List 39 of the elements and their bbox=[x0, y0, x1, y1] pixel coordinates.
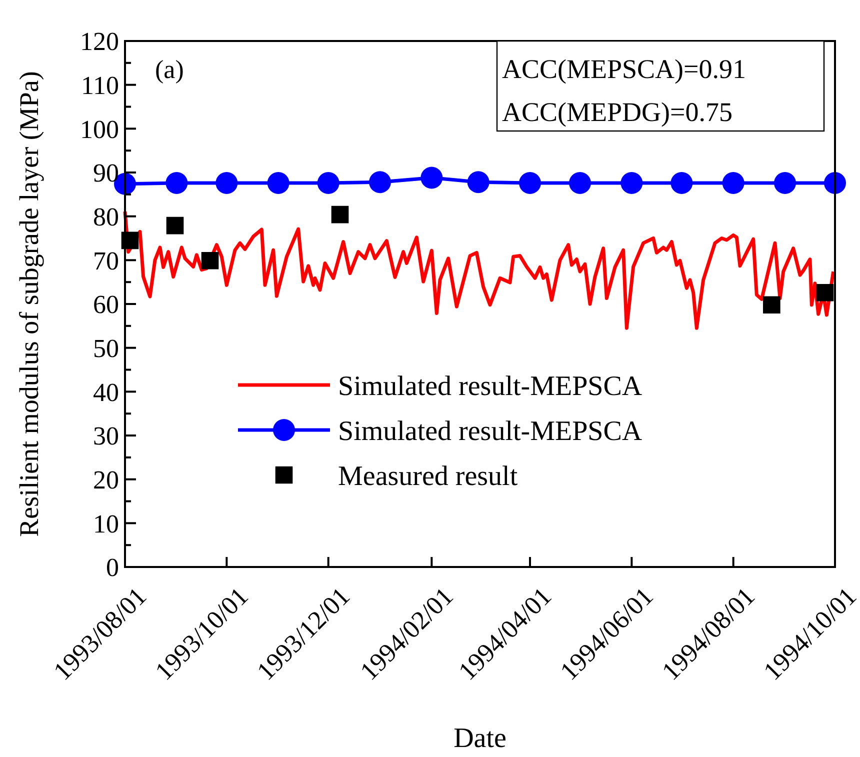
y-tick-label: 80 bbox=[93, 202, 119, 232]
y-tick-label: 90 bbox=[93, 158, 119, 188]
y-tick-label: 10 bbox=[93, 509, 119, 538]
point bbox=[166, 216, 184, 234]
point bbox=[201, 252, 219, 270]
annotation: ACC(MEPSCA)=0.91 bbox=[502, 54, 746, 84]
y-tick-label: 30 bbox=[93, 422, 119, 451]
point bbox=[620, 172, 643, 194]
y-axis-title: Resilient modulus of subgrade layer (MPa) bbox=[14, 71, 44, 537]
point bbox=[369, 171, 391, 194]
y-tick-label: 70 bbox=[93, 246, 119, 276]
point bbox=[519, 172, 541, 194]
point bbox=[216, 172, 238, 194]
legend-label: Simulated result-MEPSCA bbox=[338, 416, 643, 447]
point bbox=[722, 172, 744, 194]
point bbox=[267, 172, 290, 194]
y-tick-label: 110 bbox=[80, 70, 119, 100]
legend-label: Simulated result-MEPSCA bbox=[338, 370, 643, 402]
y-tick-label: 20 bbox=[93, 465, 119, 494]
y-tick-label: 40 bbox=[93, 378, 119, 407]
annotation: ACC(MEPDG)=0.75 bbox=[502, 97, 732, 127]
point bbox=[774, 172, 796, 194]
point bbox=[569, 172, 591, 194]
y-tick-label: 60 bbox=[93, 290, 119, 320]
point bbox=[467, 171, 490, 194]
y-tick-label: 120 bbox=[80, 27, 119, 56]
point bbox=[670, 172, 693, 194]
y-tick-label: 100 bbox=[80, 114, 119, 144]
y-tick-label: 50 bbox=[93, 334, 119, 363]
legend-label: Measured result bbox=[338, 460, 518, 492]
annotation: (a) bbox=[155, 55, 184, 84]
point bbox=[816, 284, 834, 302]
point bbox=[763, 296, 780, 314]
y-tick-label: 0 bbox=[106, 553, 119, 582]
point bbox=[331, 206, 349, 224]
x-axis-title: Date bbox=[454, 723, 506, 754]
point bbox=[317, 172, 340, 194]
point bbox=[420, 166, 443, 189]
point bbox=[166, 172, 188, 194]
